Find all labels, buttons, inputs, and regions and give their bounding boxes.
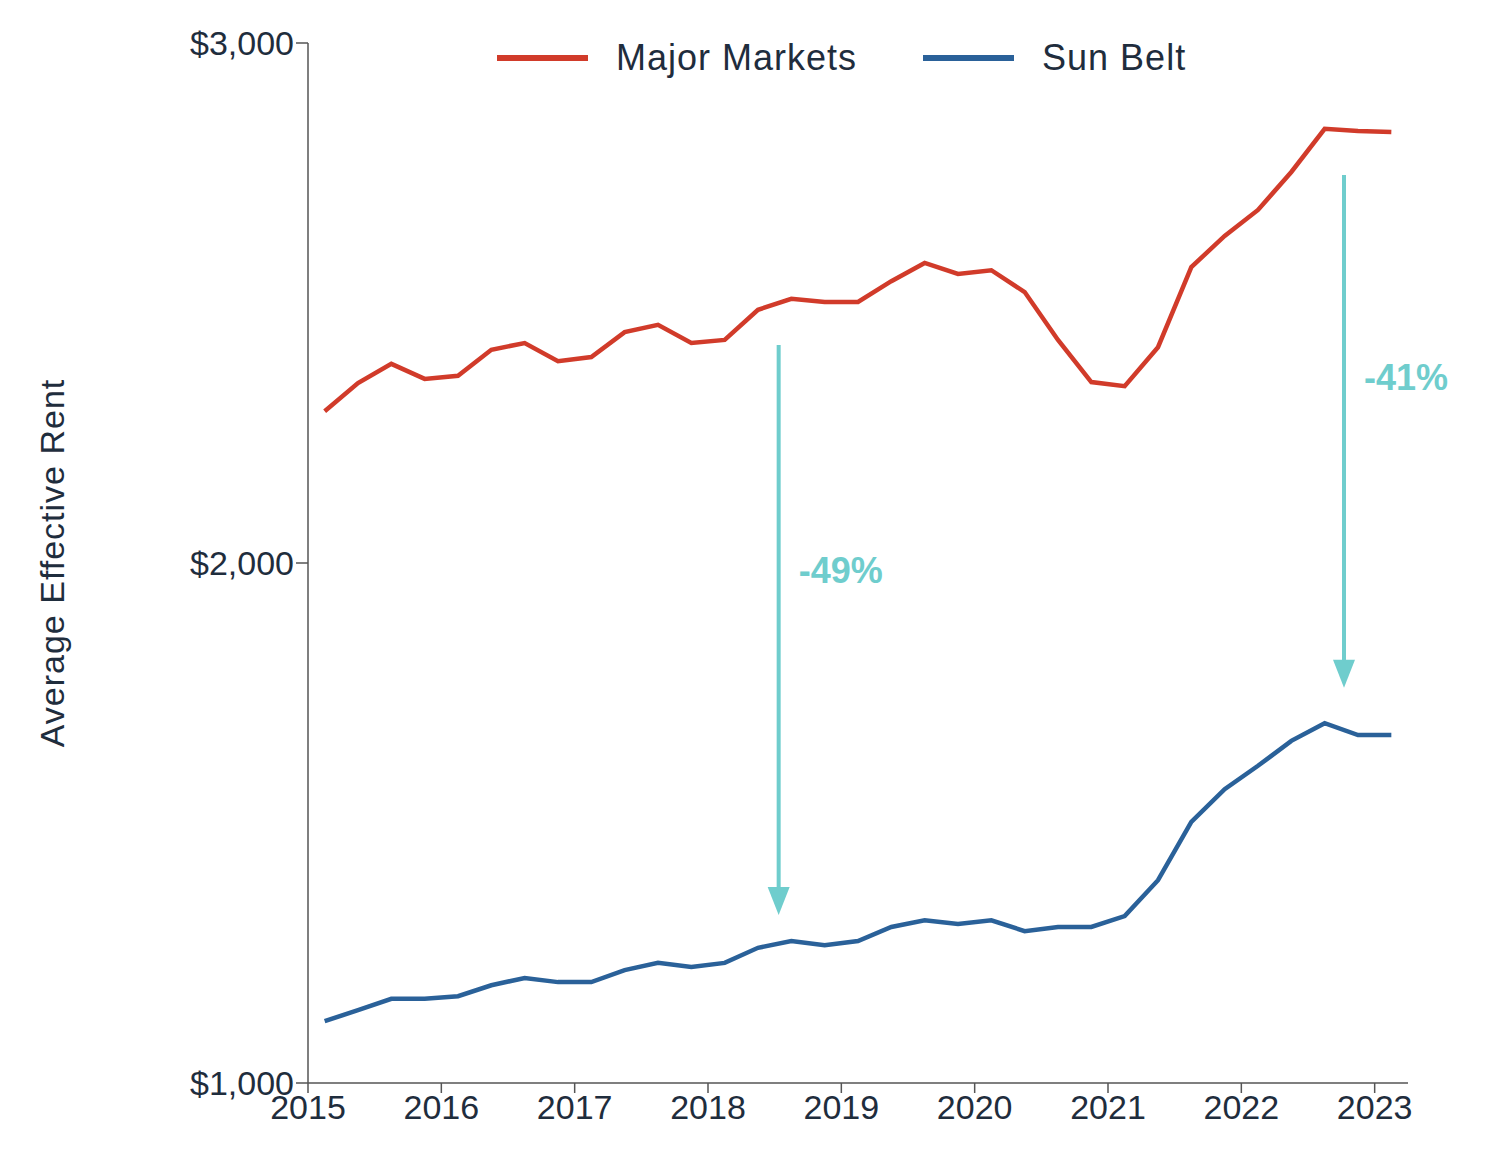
svg-text:-49%: -49%	[799, 550, 883, 591]
svg-text:$1,000: $1,000	[190, 1064, 294, 1102]
svg-text:2021: 2021	[1070, 1088, 1146, 1126]
svg-text:2020: 2020	[937, 1088, 1013, 1126]
svg-text:2018: 2018	[670, 1088, 746, 1126]
svg-text:Average Effective Rent: Average Effective Rent	[33, 379, 71, 748]
svg-text:2023: 2023	[1337, 1088, 1413, 1126]
html-text:Major Markets: Major Markets	[616, 37, 857, 78]
svg-text:2016: 2016	[404, 1088, 480, 1126]
svg-text:$3,000: $3,000	[190, 24, 294, 62]
html-text:Sun Belt: Sun Belt	[1042, 37, 1187, 78]
svg-text:-41%: -41%	[1364, 357, 1448, 398]
svg-text:2015: 2015	[270, 1088, 346, 1127]
svg-text:2022: 2022	[1204, 1088, 1280, 1126]
svg-text:2017: 2017	[537, 1088, 613, 1126]
svg-text:2019: 2019	[804, 1088, 880, 1126]
svg-text:$2,000: $2,000	[190, 544, 294, 582]
